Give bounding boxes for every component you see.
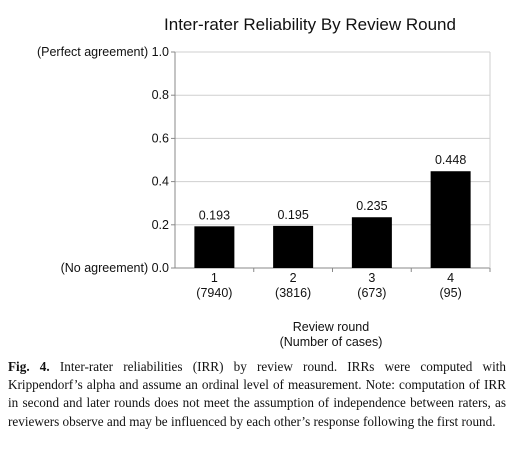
value-labels: 0.193 0.195 0.235 0.448: [199, 153, 467, 222]
x-axis-label-line2: (Number of cases): [280, 335, 383, 349]
x-tick-label: 1: [211, 271, 218, 285]
y-tick-labels: (No agreement) 0.0 0.2 0.4 0.6 0.8 (Perfect a…: [37, 45, 169, 275]
y-tick-label: 0.6: [152, 131, 169, 145]
irr-bar-chart: Inter-rater Reliability By Review Round …: [37, 15, 491, 349]
x-tick-sublabel: (3816): [275, 286, 311, 300]
y-tick-label: (Perfect agreement) 1.0: [37, 45, 169, 59]
x-axis-label-line1: Review round: [293, 320, 369, 334]
value-label: 0.448: [435, 153, 466, 167]
axes: [171, 51, 491, 272]
x-tick-sublabel: (95): [440, 286, 462, 300]
caption-text: Inter-rater reliabilities (IRR) by revie…: [8, 359, 506, 429]
bar: [351, 217, 392, 268]
bar: [194, 226, 235, 268]
x-tick-sublabel: (7940): [196, 286, 232, 300]
figure-caption: Fig. 4. Inter-rater reliabilities (IRR) …: [8, 358, 506, 431]
caption-label: Fig. 4.: [8, 359, 50, 374]
bars: [194, 171, 471, 268]
value-label: 0.195: [277, 208, 308, 222]
x-tick-sublabel: (673): [357, 286, 386, 300]
value-label: 0.193: [199, 208, 230, 222]
bar: [430, 171, 471, 268]
bar: [273, 225, 314, 268]
y-tick-label: 0.8: [152, 88, 169, 102]
y-tick-label: 0.4: [152, 175, 169, 189]
x-tick-label: 4: [447, 271, 454, 285]
x-tick-label: 2: [290, 271, 297, 285]
x-tick-labels: 1(7940) 2(3816) 3(673) 4(95): [196, 271, 461, 300]
value-label: 0.235: [356, 199, 387, 213]
chart-title: Inter-rater Reliability By Review Round: [164, 15, 456, 34]
x-tick-label: 3: [368, 271, 375, 285]
y-tick-label: 0.2: [152, 218, 169, 232]
y-tick-label: (No agreement) 0.0: [61, 261, 169, 275]
